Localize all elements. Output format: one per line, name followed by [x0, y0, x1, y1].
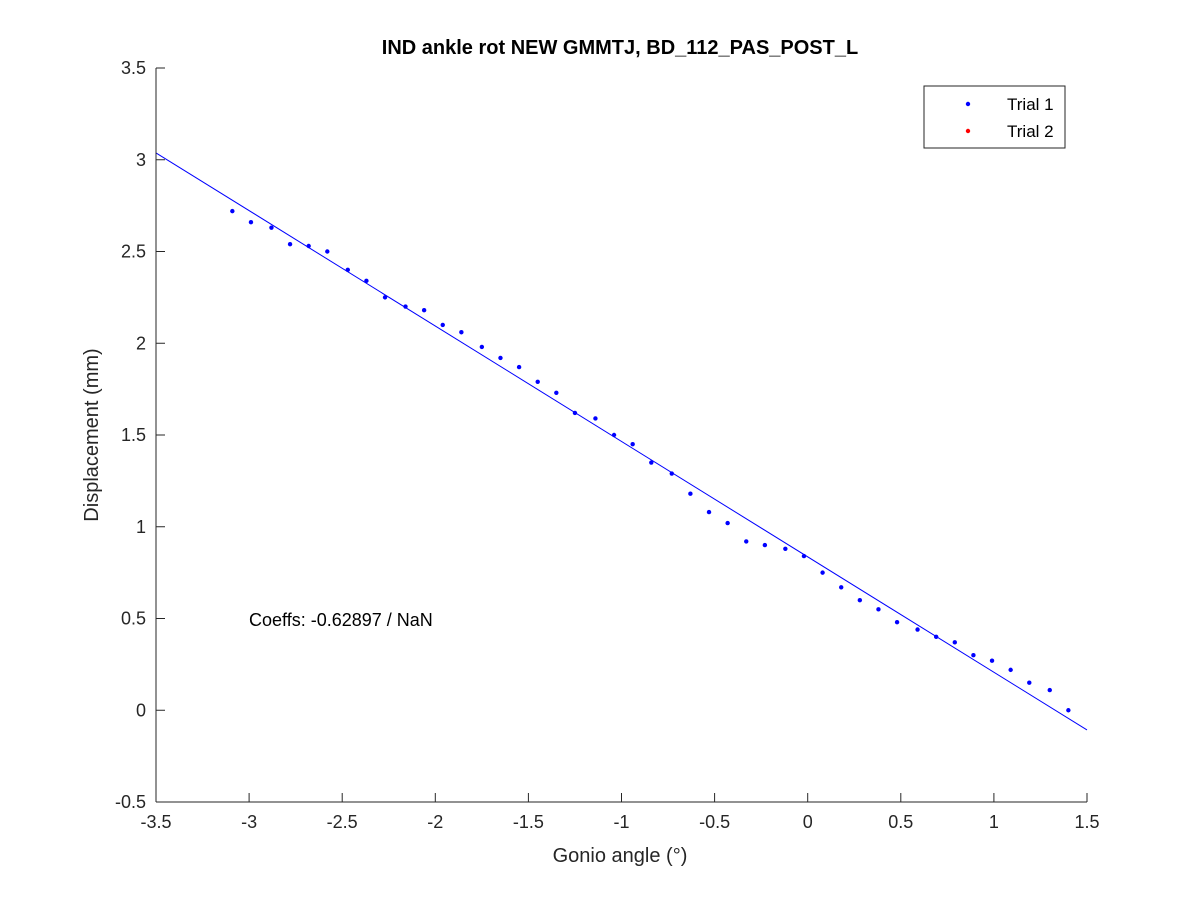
data-point-trial-1: [971, 653, 976, 658]
data-point-trial-1: [839, 585, 844, 590]
data-point-trial-1: [1027, 680, 1032, 685]
data-point-trial-1: [345, 267, 350, 273]
data-point-trial-1: [989, 658, 995, 663]
x-tick-label: -3.5: [140, 812, 171, 832]
data-point-trial-1: [915, 627, 920, 632]
data-point-trial-1: [630, 441, 635, 447]
legend: Trial 1 Trial 2: [923, 85, 1066, 149]
x-tick-label: -2: [427, 812, 443, 832]
x-tick-label: -2.5: [327, 812, 358, 832]
data-point-trial-1: [706, 509, 712, 515]
data-point-trial-1: [230, 208, 235, 214]
y-tick-label: 3: [136, 150, 146, 170]
x-tick-label: 1.5: [1074, 812, 1099, 832]
chart-title: IND ankle rot NEW GMMTJ, BD_112_PAS_POST…: [382, 37, 858, 59]
legend-box: [923, 85, 1066, 149]
data-point-trial-1: [1008, 667, 1013, 673]
x-axis-label: Gonio angle (°): [553, 845, 688, 867]
data-point-trial-1: [1047, 687, 1052, 693]
x-tick-label: 1: [989, 812, 999, 832]
data-point-trial-1: [269, 225, 274, 230]
points-layer: [230, 208, 1071, 713]
data-point-trial-1: [440, 322, 445, 328]
x-tick-label: -1: [613, 812, 629, 832]
x-tick-label: -3: [241, 812, 257, 832]
data-point-trial-1: [820, 570, 825, 575]
data-point-trial-1: [1066, 708, 1071, 713]
data-point-trial-1: [894, 619, 900, 625]
data-point-trial-1: [479, 344, 485, 350]
fit-line: [155, 152, 1088, 731]
y-tick-label: -0.5: [115, 792, 146, 812]
data-point-trial-1: [535, 379, 540, 384]
y-tick-label: 2.5: [121, 242, 146, 262]
data-point-trial-1: [498, 355, 503, 361]
x-tick-label: -0.5: [699, 812, 730, 832]
y-tick-label: 3.5: [121, 58, 146, 78]
data-point-trial-1: [325, 249, 330, 254]
data-point-trial-1: [403, 304, 408, 309]
x-tick-label: 0: [803, 812, 813, 832]
axes-background: [156, 68, 1087, 802]
data-point-trial-1: [364, 278, 369, 284]
data-point-trial-1: [572, 410, 578, 416]
y-tick-label: 0: [136, 700, 146, 720]
data-point-trial-1: [554, 390, 559, 395]
coeffs-annotation: Coeffs: -0.62897 / NaN: [249, 610, 433, 630]
x-ticks: -3.5 -3 -2.5 -2 -1.5 -1 -0.5 0 0.5 1 1.5: [140, 793, 1100, 832]
data-point-trial-1: [783, 546, 788, 551]
data-point-trial-1: [382, 295, 388, 300]
y-tick-label: 1: [136, 517, 146, 537]
data-point-trial-1: [762, 542, 768, 548]
data-point-trial-1: [593, 416, 598, 421]
data-point-trial-1: [287, 241, 293, 247]
legend-marker-trial-1: [965, 101, 971, 107]
data-point-trial-1: [744, 539, 749, 544]
data-point-trial-1: [933, 634, 939, 640]
data-point-trial-1: [801, 553, 807, 559]
data-point-trial-1: [459, 330, 464, 335]
x-tick-label: 0.5: [888, 812, 913, 832]
y-tick-label: 2: [136, 333, 146, 353]
data-point-trial-1: [669, 471, 674, 476]
y-tick-label: 0.5: [121, 609, 146, 629]
data-point-trial-1: [688, 491, 693, 496]
legend-marker-trial-2: [965, 128, 971, 134]
fit-layer: [155, 152, 1088, 731]
x-tick-label: -1.5: [513, 812, 544, 832]
data-point-trial-1: [876, 607, 881, 612]
data-point-trial-1: [952, 640, 957, 645]
data-point-trial-1: [857, 597, 863, 603]
data-point-trial-1: [725, 520, 730, 526]
y-tick-label: 1.5: [121, 425, 146, 445]
data-point-trial-1: [649, 460, 654, 465]
data-point-trial-1: [611, 432, 617, 438]
y-axis-label: Displacement (mm): [81, 348, 103, 521]
data-point-trial-1: [516, 364, 522, 370]
data-point-trial-1: [421, 308, 427, 313]
data-point-trial-1: [306, 243, 311, 249]
legend-label-trial-1: Trial 1: [1007, 95, 1054, 114]
y-ticks: -0.5 0 0.5 1 1.5 2 2.5 3 3.5: [115, 58, 165, 812]
plot-area: [156, 68, 1087, 802]
data-point-trial-1: [248, 219, 254, 225]
legend-label-trial-2: Trial 2: [1007, 122, 1054, 141]
